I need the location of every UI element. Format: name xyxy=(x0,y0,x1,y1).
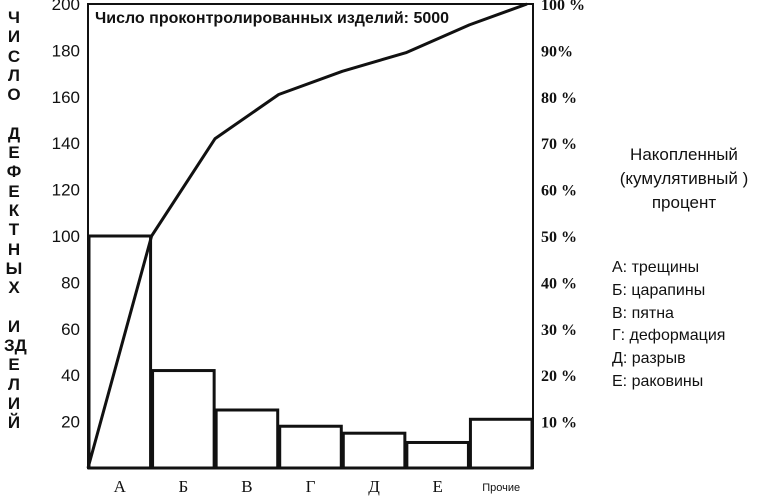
y2-tick-label: 20 % xyxy=(541,368,577,385)
cumulative-label-line-1: Накопленный xyxy=(630,145,738,164)
y-axis-label-letter: К xyxy=(8,200,20,220)
y-axis-label-letter: Л xyxy=(8,374,20,394)
y2-tick-label: 80 % xyxy=(541,90,577,107)
y2-tick-label: 40 % xyxy=(541,275,577,292)
y-axis-label-letter: И xyxy=(7,393,21,413)
bar xyxy=(278,424,343,470)
x-tick-label: Д xyxy=(368,477,380,496)
y-tick-label: 120 xyxy=(52,181,80,200)
y-axis-label-letter: О xyxy=(7,85,21,105)
y-axis-label-letter: ЗД xyxy=(4,336,27,356)
y-axis-label-letter: И xyxy=(7,316,21,336)
x-tick-label: Е xyxy=(432,477,442,496)
y-axis-label-letter: И xyxy=(7,27,21,47)
y-axis-label-letter: Ч xyxy=(8,8,20,27)
x-tick-label: А xyxy=(114,477,127,496)
y-axis-label-letter: Е xyxy=(8,355,20,375)
cumulative-label-line-3: процент xyxy=(651,193,717,212)
y-axis-label-letter xyxy=(4,104,24,123)
y-axis-label-letter xyxy=(4,297,24,316)
y-axis-label-letter: Е xyxy=(8,143,20,163)
y-axis-label-letter: Н xyxy=(7,239,21,259)
y2-tick-label: 60 % xyxy=(541,183,577,200)
y-tick-label: 100 xyxy=(52,227,80,246)
y-tick-label: 60 xyxy=(61,320,80,339)
y2-tick-label: 90% xyxy=(541,43,573,60)
y-tick-label: 20 xyxy=(61,413,80,432)
legend-item: В: пятна xyxy=(612,304,674,322)
y-axis-label-letter: Д xyxy=(7,123,21,143)
bar xyxy=(405,440,470,470)
y-tick-label: 80 xyxy=(61,273,80,292)
chart-title: Число проконтролированных изделий: 5000 xyxy=(95,10,449,27)
x-tick-label: В xyxy=(241,477,252,496)
y-axis-label-letter: Х xyxy=(8,278,20,298)
y-axis-label-letter: Ф xyxy=(6,162,22,182)
y-tick-label: 180 xyxy=(52,41,80,60)
y-tick-label: 160 xyxy=(52,88,80,107)
bar xyxy=(214,408,280,470)
y2-tick-label: 50 % xyxy=(541,229,577,246)
y-tick-label: 200 xyxy=(52,0,80,14)
y2-tick-label: 100 % xyxy=(541,0,585,14)
y-axis-label-letter: Й xyxy=(7,413,21,433)
y-tick-label: 40 xyxy=(61,366,80,385)
y-axis-label-letter: С xyxy=(7,46,21,66)
y-axis-label-letter: Т xyxy=(8,220,20,240)
bar xyxy=(341,431,407,470)
x-tick-label: Прочие xyxy=(482,482,520,494)
legend-item: А: трещины xyxy=(612,259,700,276)
cumulative-percent-label: Накопленный (кумулятивный ) процент xyxy=(604,143,764,215)
y-tick-label: 140 xyxy=(52,134,80,153)
legend-item: Е: раковины xyxy=(612,372,704,390)
y-axis-label-letter: Ы xyxy=(5,258,23,278)
legend-item: Д: разрыв xyxy=(612,350,686,368)
legend-item: Г: деформация xyxy=(612,327,726,345)
x-tick-label: Г xyxy=(306,477,316,496)
y-axis-label-letter: Е xyxy=(8,181,20,201)
y-axis-label-letter: Л xyxy=(8,65,20,85)
cumulative-line xyxy=(86,2,528,469)
y2-tick-label: 10 % xyxy=(541,415,577,432)
y2-tick-label: 30 % xyxy=(541,322,577,339)
bar xyxy=(151,369,216,470)
x-tick-label: Б xyxy=(178,477,188,496)
bar xyxy=(468,417,534,470)
legend: А: трещины Б: царапины В: пятна Г: дефор… xyxy=(612,257,725,394)
legend-item: Б: царапины xyxy=(612,281,706,299)
y2-tick-label: 70 % xyxy=(541,136,577,153)
cumulative-label-line-2: (кумулятивный ) xyxy=(619,169,749,188)
